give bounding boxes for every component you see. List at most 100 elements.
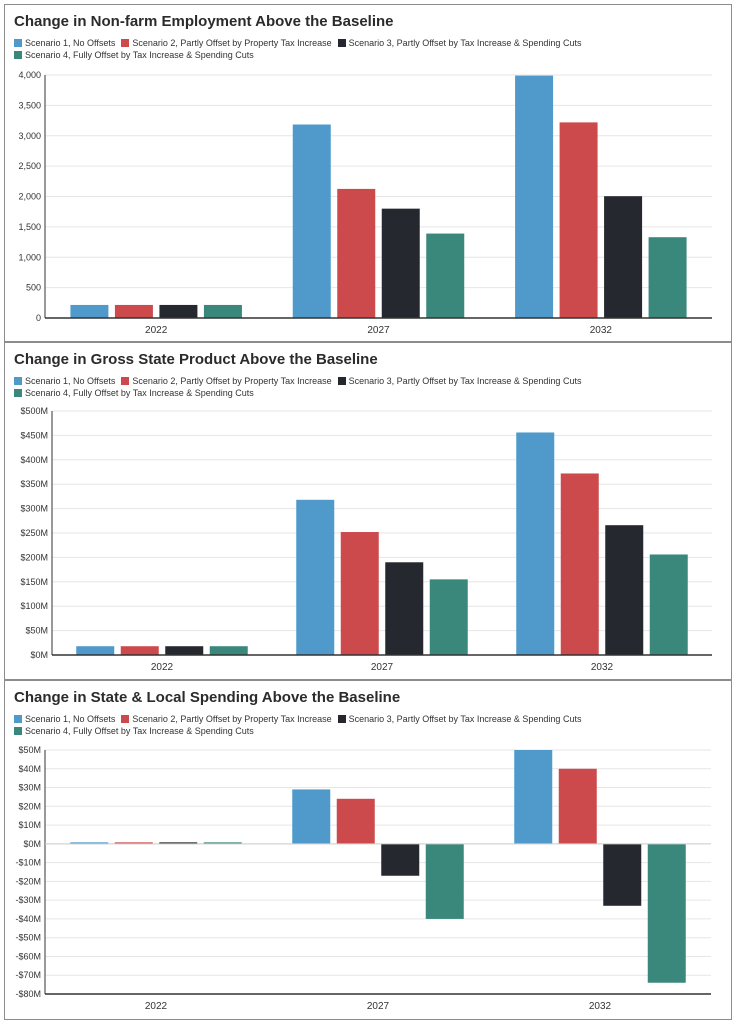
legend-item: Scenario 3, Partly Offset by Tax Increas… — [337, 37, 582, 49]
bar — [603, 843, 642, 906]
y-tick-label: 4,000 — [18, 70, 41, 80]
bar — [515, 75, 554, 318]
y-tick-label: $350M — [20, 479, 48, 489]
y-tick-label: $0M — [23, 839, 41, 849]
y-tick-label: -$60M — [15, 951, 41, 961]
legend-label: Scenario 4, Fully Offset by Tax Increase… — [25, 50, 254, 60]
legend-label: Scenario 1, No Offsets — [25, 714, 116, 724]
y-tick-label: $450M — [20, 430, 48, 440]
bar — [76, 646, 115, 655]
legend-label: Scenario 4, Fully Offset by Tax Increase… — [25, 726, 254, 736]
legend-swatch — [337, 39, 346, 47]
bar — [114, 842, 153, 844]
legend-item: Scenario 3, Partly Offset by Tax Increas… — [337, 713, 582, 725]
legend-item: Scenario 1, No Offsets — [14, 375, 115, 387]
bar — [203, 304, 242, 318]
legend-item: Scenario 4, Fully Offset by Tax Increase… — [14, 49, 254, 61]
y-tick-label: $30M — [18, 783, 41, 793]
bar — [605, 525, 644, 655]
legend: Scenario 1, No Offsets Scenario 2, Partly… — [14, 713, 714, 737]
bar — [159, 842, 198, 844]
chart-title: Change in Gross State Product Above the … — [14, 351, 378, 368]
bar — [203, 842, 242, 844]
bar — [381, 843, 420, 876]
bar — [516, 432, 555, 655]
x-tick-label: 2032 — [591, 662, 614, 673]
bar — [337, 188, 376, 318]
legend-label: Scenario 1, No Offsets — [25, 38, 116, 48]
bar — [209, 646, 248, 655]
chart-plot: $0M $50M $100M $150M $200M $250M $300M $350M $40… — [20, 406, 712, 673]
bar — [114, 304, 153, 318]
legend-swatch — [14, 377, 22, 385]
bar — [385, 562, 424, 655]
y-tick-label: -$10M — [15, 858, 41, 868]
chart-panel-employment: Change in Non-farm Employment Above the … — [4, 4, 732, 342]
y-tick-label: 500 — [26, 283, 41, 293]
bar — [559, 122, 598, 318]
legend-swatch — [121, 377, 130, 385]
legend-swatch — [14, 39, 22, 47]
legend-swatch — [14, 727, 22, 735]
x-tick-label: 2032 — [590, 325, 613, 336]
x-tick-label: 2027 — [367, 325, 390, 336]
legend-swatch — [337, 715, 346, 723]
legend-label: Scenario 2, Partly Offset by Property Ta… — [132, 38, 332, 48]
chart-panel-gross-state-product: Change in Gross State Product Above the … — [4, 342, 732, 680]
y-tick-label: $250M — [20, 528, 48, 538]
x-tick-label: 2022 — [145, 1001, 168, 1012]
bar — [560, 473, 599, 655]
y-tick-label: 2,500 — [18, 161, 41, 171]
legend-label: Scenario 3, Partly Offset by Tax Increas… — [348, 38, 582, 48]
bar — [514, 750, 553, 844]
legend-label: Scenario 4, Fully Offset by Tax Increase… — [25, 388, 254, 398]
y-tick-label: $50M — [25, 626, 48, 636]
legend-item: Scenario 3, Partly Offset by Tax Increas… — [337, 375, 582, 387]
y-tick-label: $20M — [18, 801, 41, 811]
legend-item: Scenario 4, Fully Offset by Tax Increase… — [14, 387, 254, 399]
bar — [165, 646, 204, 655]
bar — [429, 579, 468, 655]
bar — [558, 768, 597, 844]
legend-item: Scenario 1, No Offsets — [14, 37, 115, 49]
bar — [70, 842, 109, 844]
legend-item: Scenario 1, No Offsets — [14, 713, 115, 725]
legend-swatch — [14, 389, 22, 397]
x-tick-label: 2027 — [371, 662, 394, 673]
bar — [340, 532, 379, 655]
y-tick-label: $150M — [20, 577, 48, 587]
y-tick-label: 1,000 — [18, 252, 41, 262]
y-tick-label: 3,000 — [18, 131, 41, 141]
chart-panel-state-local-spending: Change in State & Local Spending Above t… — [4, 680, 732, 1020]
chart-title: Change in Non-farm Employment Above the … — [14, 13, 394, 30]
legend: Scenario 1, No Offsets Scenario 2, Partly… — [14, 375, 714, 399]
legend-swatch — [337, 377, 346, 385]
legend: Scenario 1, No Offsets Scenario 2, Partly… — [14, 37, 714, 61]
legend-item: Scenario 4, Fully Offset by Tax Increase… — [14, 725, 254, 737]
legend-swatch — [14, 715, 22, 723]
y-tick-label: -$30M — [15, 895, 41, 905]
x-tick-label: 2032 — [589, 1001, 612, 1012]
y-tick-label: 0 — [36, 313, 41, 323]
y-tick-label: -$20M — [15, 876, 41, 886]
y-tick-label: 3,500 — [18, 100, 41, 110]
x-tick-label: 2022 — [145, 325, 168, 336]
legend-swatch — [121, 39, 130, 47]
y-tick-label: $200M — [20, 552, 48, 562]
legend-item: Scenario 2, Partly Offset by Property Ta… — [121, 713, 332, 725]
bar — [647, 843, 686, 983]
legend-item: Scenario 2, Partly Offset by Property Ta… — [121, 375, 332, 387]
y-tick-label: -$40M — [15, 914, 41, 924]
bar — [425, 843, 464, 919]
bar — [648, 237, 687, 318]
legend-label: Scenario 3, Partly Offset by Tax Increas… — [348, 376, 582, 386]
legend-label: Scenario 2, Partly Offset by Property Ta… — [132, 376, 332, 386]
y-tick-label: $300M — [20, 504, 48, 514]
y-tick-label: $500M — [20, 406, 48, 416]
legend-label: Scenario 3, Partly Offset by Tax Increas… — [348, 714, 582, 724]
y-tick-label: -$70M — [15, 970, 41, 980]
y-tick-label: $10M — [18, 820, 41, 830]
legend-item: Scenario 2, Partly Offset by Property Ta… — [121, 37, 332, 49]
y-tick-label: $100M — [20, 601, 48, 611]
legend-swatch — [14, 51, 22, 59]
